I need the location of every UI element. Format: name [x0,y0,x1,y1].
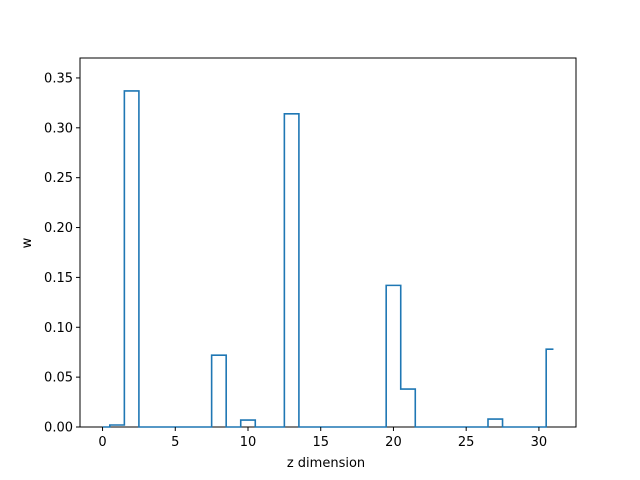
y-axis-label: w [20,237,35,248]
plot-area [79,57,577,428]
step-series-line [102,90,554,428]
y-tick-label: 0.25 [44,171,73,186]
y-tick-label: 0.15 [44,271,73,286]
y-tick-label: 0.20 [44,221,73,236]
y-tick-label: 0.10 [44,321,73,336]
x-tick-label: 5 [171,435,179,450]
x-tick-label: 0 [98,435,106,450]
y-tick-label: 0.30 [44,121,73,136]
x-tick-label: 15 [312,435,329,450]
x-axis-ticks: 0 5 10 15 20 25 30 [98,427,547,450]
axes-frame [79,57,577,428]
y-axis-ticks: 0.00 0.05 0.10 0.15 0.20 0.25 0.30 0.35 [44,71,80,436]
x-axis-label: z dimension [287,456,365,471]
x-tick-label: 30 [531,435,548,450]
y-tick-label: 0.35 [44,71,73,86]
x-tick-label: 25 [458,435,475,450]
x-tick-label: 10 [240,435,257,450]
x-tick-label: 20 [385,435,402,450]
y-tick-label: 0.00 [44,421,73,436]
y-tick-label: 0.05 [44,371,73,386]
